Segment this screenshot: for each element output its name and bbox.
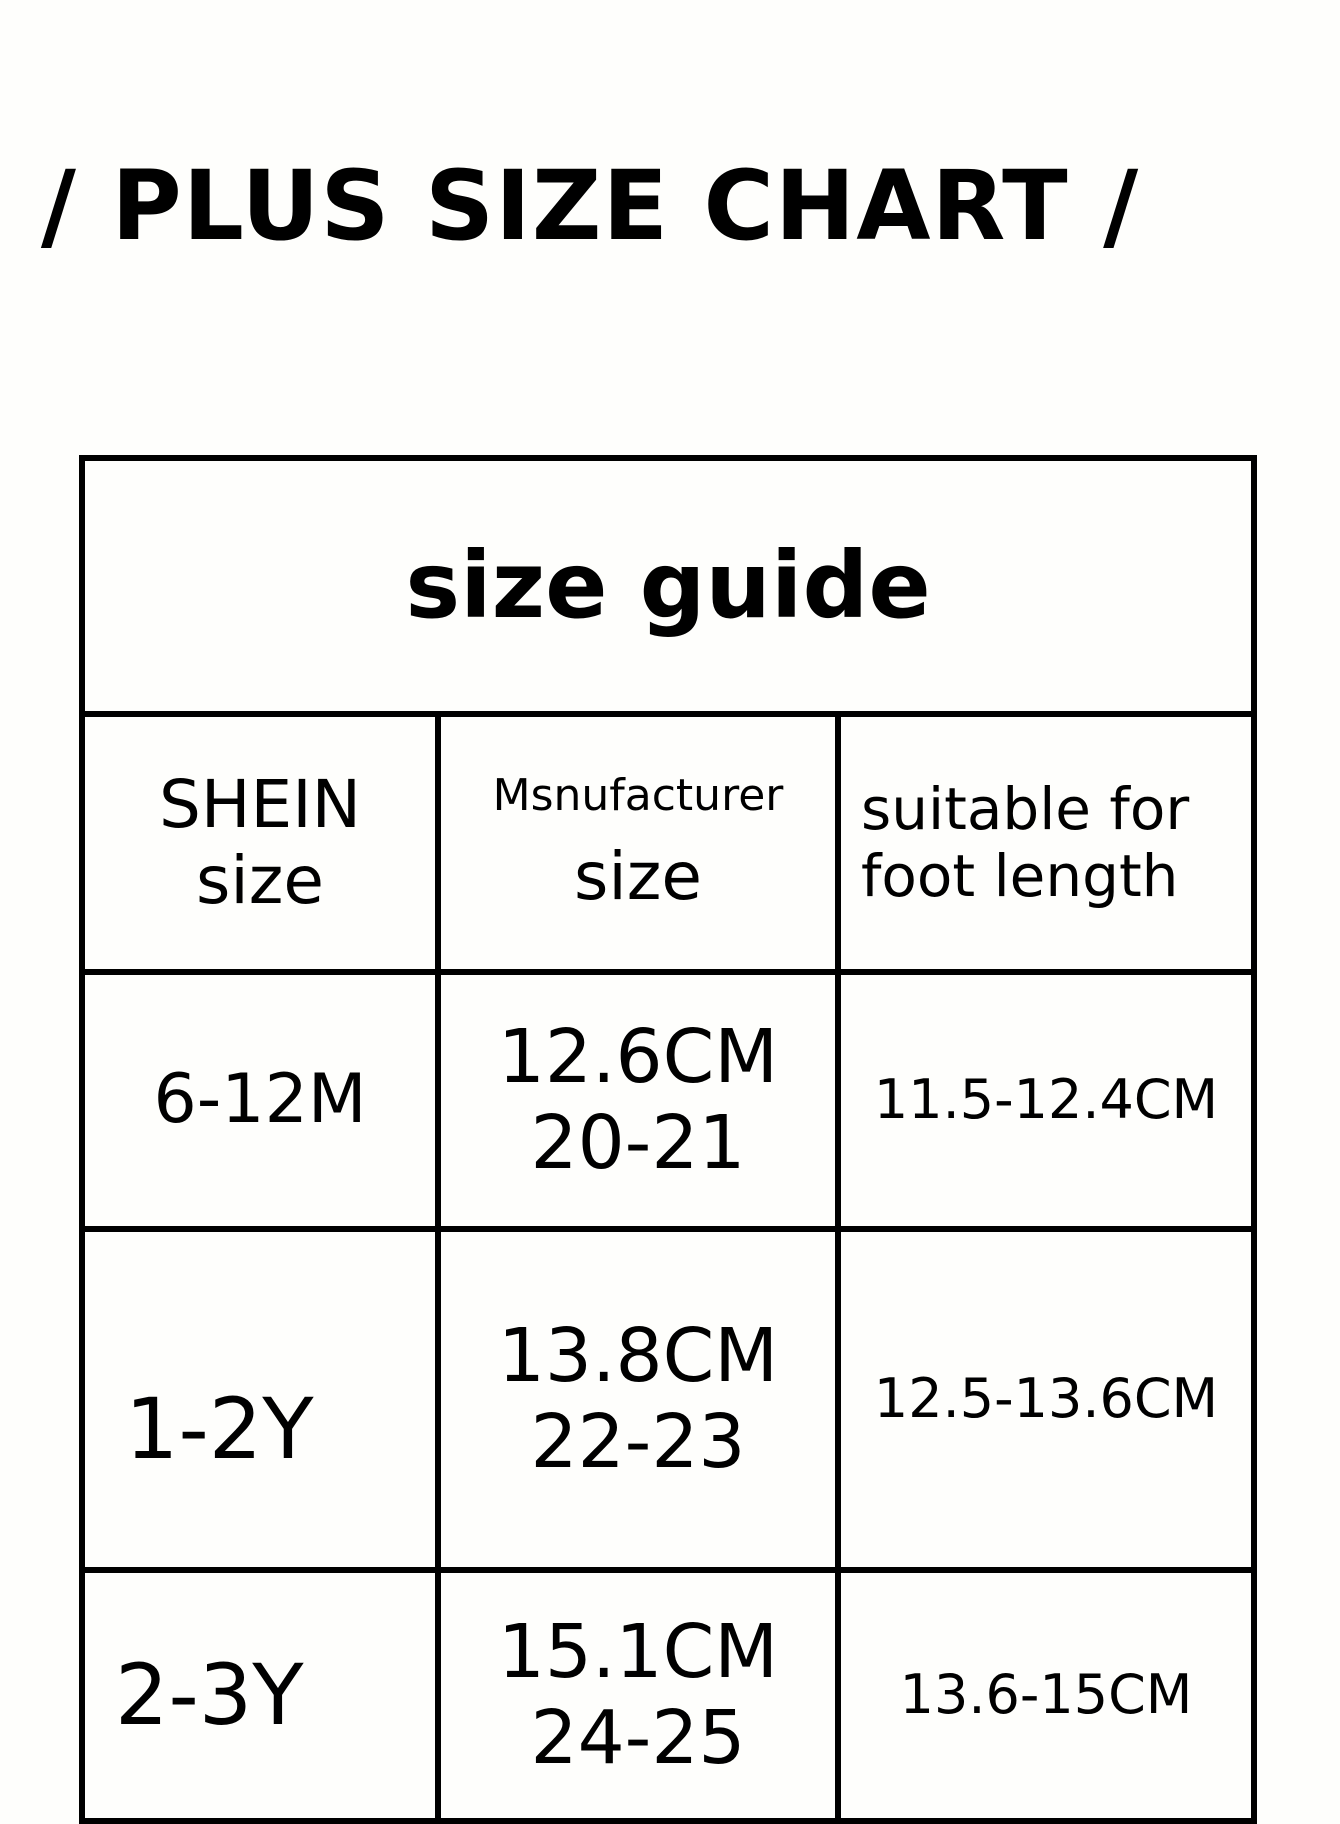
table-row: 6-12M 12.6CM 20-21 11.5-12.4CM [79, 969, 1258, 1232]
mfr-size: 20-21 [530, 1099, 746, 1186]
table-row: 2-3Y 15.1CM 24-25 13.6-15CM [79, 1567, 1258, 1824]
header-shein-size: SHEIN size [79, 711, 441, 975]
foot-length-cell: 13.6-15CM [834, 1567, 1258, 1824]
shein-size-cell: 2-3Y [79, 1567, 441, 1824]
mfr-size: 24-25 [530, 1694, 746, 1781]
table-row: 1-2Y 13.8CM 22-23 12.5-13.6CM [79, 1226, 1258, 1573]
header-text: SHEIN [158, 766, 362, 844]
mfr-cm: 12.6CM [497, 1014, 779, 1101]
header-foot-length: suitable for foot length [834, 711, 1258, 975]
mfr-cm: 13.8CM [497, 1313, 779, 1400]
table-caption: size guide [78, 455, 1258, 717]
manufacturer-size-cell: 15.1CM 24-25 [435, 1567, 841, 1824]
size-table: size guide SHEIN size Msnufacturer size su… [78, 455, 1258, 1824]
shein-size-cell: 1-2Y [79, 1226, 441, 1573]
manufacturer-size-cell: 12.6CM 20-21 [435, 969, 841, 1232]
header-text: size [196, 842, 324, 919]
shein-size-cell: 6-12M [79, 969, 441, 1232]
header-row: SHEIN size Msnufacturer size suitable for f… [79, 711, 1258, 975]
header-text: foot length [861, 842, 1179, 910]
header-text: size [574, 838, 702, 916]
foot-length-cell: 12.5-13.6CM [834, 1226, 1258, 1573]
manufacturer-size-cell: 13.8CM 22-23 [435, 1226, 841, 1573]
mfr-size: 22-23 [530, 1398, 746, 1485]
foot-length-cell: 11.5-12.4CM [834, 969, 1258, 1232]
header-manufacturer-size: Msnufacturer size [435, 711, 841, 975]
mfr-cm: 15.1CM [497, 1609, 779, 1696]
header-text: Msnufacturer [492, 769, 784, 821]
header-text: suitable for [861, 775, 1190, 844]
page-title: / PLUS SIZE CHART / [40, 150, 1140, 262]
